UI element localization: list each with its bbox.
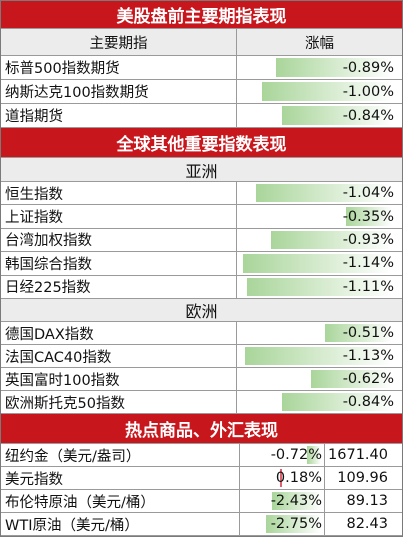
region-label-europe: 欧洲	[1, 299, 402, 322]
change-bar	[311, 370, 392, 388]
row-change-cell: -0.72%	[240, 444, 325, 466]
section-title-commodities-fx: 热点商品、外汇表现	[1, 414, 402, 444]
row-name: 法国CAC40指数	[1, 345, 237, 367]
row-price-value: 1671.40	[328, 447, 388, 463]
section-title-text: 美股盘前主要期指表现	[116, 7, 287, 27]
change-bar	[282, 106, 392, 125]
table-row: 日经225指数 -1.11%	[1, 275, 402, 299]
row-change-cell: -1.04%	[237, 182, 402, 204]
row-name: 纽约金（美元/盎司）	[1, 444, 240, 466]
row-change-cell: -0.84%	[237, 104, 402, 127]
row-change-cell: -2.43%	[240, 490, 325, 512]
change-bar	[261, 82, 392, 101]
row-change-value: -0.93%	[342, 231, 394, 248]
table-row: 法国CAC40指数 -1.13%	[1, 345, 402, 368]
change-bar	[244, 347, 392, 365]
row-name: 道指期货	[1, 104, 237, 127]
row-change-cell: -0.89%	[237, 56, 402, 79]
change-bar	[282, 393, 392, 411]
row-name: 标普500指数期货	[1, 56, 237, 79]
row-change-cell: -1.00%	[237, 80, 402, 103]
row-change-value: -0.89%	[342, 59, 394, 76]
row-change-cell: -0.93%	[237, 229, 402, 251]
row-name: 德国DAX指数	[1, 322, 237, 344]
table-row: 上证指数 -0.35%	[1, 205, 402, 229]
row-name: 美元指数	[1, 467, 240, 489]
region-label-asia: 亚洲	[1, 158, 402, 182]
row-name: 英国富时100指数	[1, 368, 237, 390]
table-row: 道指期货 -0.84%	[1, 104, 402, 128]
row-name: 恒生指数	[1, 182, 237, 205]
row-change-value: -0.84%	[342, 394, 394, 410]
row-change-cell: -0.62%	[237, 368, 402, 390]
row-change-value: -1.14%	[342, 255, 394, 272]
column-header-change: 涨幅	[305, 35, 334, 52]
row-name: 欧洲斯托克50指数	[1, 391, 237, 413]
section-title-global-indices: 全球其他重要指数表现	[1, 128, 402, 158]
table-row: 纽约金（美元/盎司） -0.72% 1671.40	[1, 444, 402, 467]
row-name: 台湾加权指数	[1, 228, 237, 252]
row-change-value: -0.51%	[342, 325, 394, 341]
row-change-value: -2.43%	[270, 493, 322, 509]
row-change-cell: 0.18%	[240, 467, 325, 489]
row-name: 上证指数	[1, 205, 237, 228]
row-change-value: -1.04%	[342, 185, 394, 202]
table-row: 德国DAX指数 -0.51%	[1, 322, 402, 345]
row-change-value: -1.00%	[342, 83, 394, 100]
row-change-cell: -0.51%	[237, 322, 402, 344]
table-row: 韩国综合指数 -1.14%	[1, 252, 402, 276]
row-name: 韩国综合指数	[1, 252, 237, 275]
table-row: 标普500指数期货 -0.89%	[1, 56, 402, 80]
row-change-cell: -1.13%	[237, 345, 402, 367]
row-change-value: -0.72%	[270, 447, 322, 463]
section-title-text: 热点商品、外汇表现	[125, 421, 278, 441]
change-bar	[346, 207, 392, 226]
change-bar	[275, 58, 392, 77]
row-price-value: 82.43	[346, 516, 388, 532]
table-row: 台湾加权指数 -0.93%	[1, 228, 402, 253]
table-row: 英国富时100指数 -0.62%	[1, 368, 402, 391]
row-name: 日经225指数	[1, 275, 237, 298]
change-bar	[306, 446, 321, 464]
section-title-text: 全球其他重要指数表现	[116, 135, 287, 155]
table-row: 欧洲斯托克50指数 -0.84%	[1, 391, 402, 414]
row-name: WTI原油（美元/桶）	[1, 513, 240, 535]
row-change-cell: -0.35%	[237, 205, 402, 227]
row-change-value: -1.13%	[342, 348, 394, 364]
table-row: 布伦特原油（美元/桶） -2.43% 89.13	[1, 490, 402, 513]
change-bar	[243, 254, 392, 273]
change-bar	[272, 492, 321, 510]
row-name: 纳斯达克100指数期货	[1, 80, 237, 103]
change-bar	[266, 515, 321, 533]
row-name: 布伦特原油（美元/桶）	[1, 490, 240, 512]
table-row: 美元指数 0.18% 109.96	[1, 467, 402, 490]
row-change-value: -0.84%	[342, 107, 394, 124]
change-bar	[256, 184, 392, 203]
row-change-value: -0.35%	[342, 208, 394, 225]
row-price-value: 89.13	[346, 493, 388, 509]
row-change-cell: -0.84%	[237, 391, 402, 413]
change-bar	[325, 324, 392, 342]
region-label-text: 欧洲	[185, 302, 218, 321]
section-title-us-futures: 美股盘前主要期指表现	[1, 1, 402, 29]
row-change-cell: -2.75%	[240, 513, 325, 535]
row-change-value: -0.62%	[342, 371, 394, 387]
column-header-name: 主要期指	[1, 29, 237, 55]
row-change-value: -2.75%	[270, 516, 322, 532]
region-label-text: 亚洲	[185, 161, 218, 181]
row-change-cell: -1.14%	[237, 252, 402, 274]
change-bar	[280, 469, 282, 487]
table-row: WTI原油（美元/桶） -2.75% 82.43	[1, 513, 402, 536]
row-price-value: 109.96	[337, 470, 388, 486]
row-change-value: 0.18%	[275, 470, 322, 486]
column-header-row: 主要期指 涨幅	[1, 29, 402, 56]
change-bar	[247, 277, 392, 296]
table-row: 恒生指数 -1.04%	[1, 182, 402, 206]
row-change-value: -1.11%	[342, 278, 394, 295]
row-change-cell: -1.11%	[237, 276, 402, 298]
change-bar	[270, 230, 392, 250]
table-row: 纳斯达克100指数期货 -1.00%	[1, 80, 402, 104]
